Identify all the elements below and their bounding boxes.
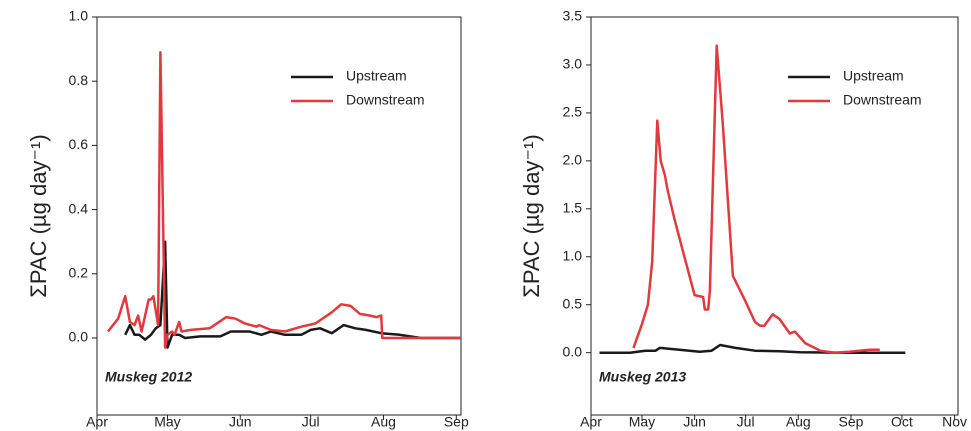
legend-label: Upstream [346,68,407,84]
y-axis-label: ΣPAC (µg day⁻¹) [26,134,51,297]
x-tick-label: Aug [371,414,396,430]
line-series [107,51,461,349]
x-tick-label: Apr [580,414,602,430]
y-tick-label: 0.6 [69,136,89,152]
legend-label: Upstream [843,68,904,84]
x-tick-label: Apr [86,414,108,430]
y-tick-label: 0.2 [69,264,89,280]
plot-frame [96,16,462,416]
x-tick-label: Jun [683,414,706,430]
y-tick-label: 2.5 [563,104,583,120]
y-tick-label: 2.0 [563,152,583,168]
y-tick-label: 0.5 [563,295,583,311]
y-tick-label: 1.0 [69,8,89,24]
x-tick-label: May [154,414,180,430]
y-tick-label: 0.8 [69,72,89,88]
x-tick-label: Jun [229,414,252,430]
x-tick-label: Sep [838,414,863,430]
x-tick-label: Jul [737,414,755,430]
line-series [599,343,906,354]
x-tick-label: May [629,414,655,430]
y-axis-label: ΣPAC (µg day⁻¹) [519,134,544,297]
legend-label: Downstream [843,92,922,108]
y-tick-label: 3.0 [563,56,583,72]
x-tick-label: Aug [786,414,811,430]
legend-label: Downstream [346,92,425,108]
annotation: Muskeg 2013 [599,369,686,385]
line-series [632,44,880,354]
annotation: Muskeg 2012 [105,369,192,385]
line-series [124,240,461,349]
y-tick-label: 1.5 [563,200,583,216]
x-tick-label: Nov [942,414,967,430]
plot-frame [590,16,959,416]
x-tick-label: Oct [891,414,913,430]
y-tick-label: 0.0 [563,343,583,359]
y-tick-label: 0.4 [69,200,89,216]
y-tick-label: 3.5 [563,8,583,24]
x-tick-label: Jul [302,414,320,430]
y-tick-label: 1.0 [563,247,583,263]
y-tick-label: 0.0 [69,329,89,345]
x-tick-label: Sep [444,414,469,430]
